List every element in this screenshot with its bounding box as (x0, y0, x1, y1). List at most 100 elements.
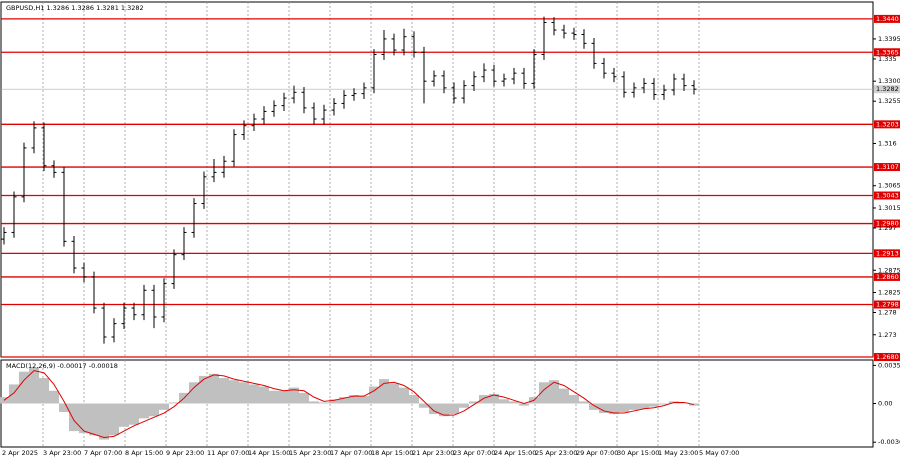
macd-bar (539, 382, 549, 404)
macd-bar (249, 384, 259, 404)
macd-bar (649, 403, 659, 407)
ohlc-bar (491, 64, 497, 87)
ohlc-bar (391, 33, 397, 56)
ohlc-bar (261, 106, 267, 125)
ohlc-bar (571, 27, 577, 40)
ohlc-bar (281, 92, 287, 111)
ohlc-bar (681, 73, 687, 91)
macd-bar (409, 395, 419, 404)
ohlc-bar (411, 31, 417, 58)
macd-bar (139, 403, 149, 419)
ohlc-bar (91, 271, 97, 314)
level-label: 1.3203 (876, 120, 899, 128)
level-tag (874, 163, 900, 172)
ohlc-bar (451, 82, 457, 104)
macd-bar (189, 382, 199, 404)
y-tick-label: 1.335 (878, 55, 897, 63)
macd-bar (629, 403, 639, 410)
y-tick-label: 0.00359 (878, 361, 900, 369)
y-tick-label: 1.2875 (878, 266, 900, 274)
level-label: 1.3440 (876, 15, 899, 23)
x-tick-label: 30 Apr 15:00 (617, 449, 659, 457)
grid (42, 2, 700, 447)
ohlc-bar (41, 122, 47, 172)
ohlc-bar (141, 284, 147, 321)
ohlc-bar (661, 84, 667, 100)
level-tag (874, 14, 900, 23)
macd-bar (329, 399, 339, 404)
macd-bar (29, 367, 39, 404)
macd-bar (469, 401, 479, 404)
macd-bar (399, 387, 409, 404)
macd-bar (79, 403, 89, 434)
level-label: 1.2860 (876, 273, 899, 281)
ohlc-bar (21, 142, 27, 203)
macd-bar (389, 383, 399, 404)
y-tick-label: 1.316 (878, 139, 897, 147)
macd-bar (369, 386, 379, 404)
x-tick-label: 21 Apr 23:00 (412, 449, 454, 457)
macd-bar (109, 403, 119, 436)
ohlc-bar (101, 302, 107, 344)
macd-bar (499, 399, 509, 404)
ohlc-bar (111, 318, 117, 343)
x-tick-label: 24 Apr 15:00 (494, 449, 536, 457)
macd-bar (519, 403, 529, 406)
ohlc-bar (321, 104, 327, 125)
ohlc-bar (241, 120, 247, 140)
ohlc-bar (671, 73, 677, 96)
ohlc-bar (441, 70, 447, 94)
macd-bar (169, 402, 179, 404)
ohlc-bar (521, 67, 527, 89)
price-panel (0, 1, 874, 358)
ohlc-bar (271, 100, 277, 117)
ohlc-bar (631, 82, 637, 98)
macd-bar (599, 403, 609, 414)
level-tag (874, 48, 900, 57)
macd-bar (679, 402, 689, 404)
macd-bar (199, 375, 209, 404)
ohlc-bar (641, 78, 647, 94)
ohlc-bar (461, 80, 467, 104)
macd-bar (559, 388, 569, 404)
ohlc-bar (81, 262, 87, 283)
macd-bar (509, 401, 519, 404)
level-tag (874, 272, 900, 281)
chart-title: GBPUSD,H1 1.3286 1.3286 1.3281 1.3282 (6, 4, 144, 12)
x-tick-label: 9 Apr 23:00 (166, 449, 204, 457)
current-price-label: 1.3282 (876, 85, 899, 93)
y-tick-label: 0.00 (878, 400, 892, 408)
ohlc-bar (11, 191, 17, 238)
macd-bar (439, 403, 449, 417)
macd-bar (259, 386, 269, 404)
y-tick-label: 1.278 (878, 309, 897, 317)
level-label: 1.3043 (876, 192, 899, 200)
macd-bar (59, 403, 69, 412)
ohlc-bar (581, 29, 587, 49)
x-tick-label: 17 Apr 07:00 (330, 449, 372, 457)
macd-title: MACD(12,26,9) -0.00017 -0.00018 (6, 362, 118, 370)
y-tick-label: 1.273 (878, 331, 897, 339)
ohlc-bar (171, 249, 177, 289)
level-tag (874, 191, 900, 200)
macd-bar (379, 379, 389, 404)
ohlc-bar (601, 58, 607, 79)
ohlc-bar (151, 284, 157, 329)
macd-bar (349, 395, 359, 404)
level-label: 1.3107 (876, 163, 899, 171)
x-tick-label: 29 Apr 07:00 (576, 449, 618, 457)
ohlc-bar (51, 160, 57, 178)
ohlc-bar (221, 155, 227, 178)
ohlc-bar (131, 302, 137, 321)
level-tag (874, 219, 900, 228)
ohlc-bar (651, 78, 657, 100)
macd-bar (129, 403, 139, 425)
ohlc-bar (71, 235, 77, 274)
ohlc-bar (591, 38, 597, 69)
ohlc-bar (201, 171, 207, 209)
macd-bar (589, 403, 599, 410)
ohlc-bar (31, 121, 37, 154)
macd-bar (269, 390, 279, 404)
macd-bar (289, 387, 299, 404)
